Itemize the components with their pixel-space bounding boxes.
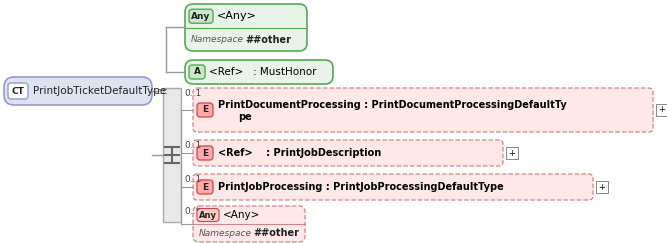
FancyBboxPatch shape xyxy=(197,180,213,194)
Text: ##other: ##other xyxy=(253,228,299,238)
Text: Namespace: Namespace xyxy=(191,35,244,44)
Text: <Any>: <Any> xyxy=(217,11,257,21)
Text: E: E xyxy=(202,148,208,157)
Text: Any: Any xyxy=(191,12,211,21)
FancyBboxPatch shape xyxy=(185,60,333,84)
Text: PrintJobProcessing : PrintJobProcessingDefaultType: PrintJobProcessing : PrintJobProcessingD… xyxy=(218,182,504,192)
Text: PrintDocumentProcessing : PrintDocumentProcessingDefaultTy: PrintDocumentProcessing : PrintDocumentP… xyxy=(218,100,567,110)
FancyBboxPatch shape xyxy=(197,208,219,222)
FancyBboxPatch shape xyxy=(197,103,213,117)
Text: A: A xyxy=(193,68,201,77)
Text: Any: Any xyxy=(199,210,217,219)
Text: <Any>: <Any> xyxy=(223,210,260,220)
FancyBboxPatch shape xyxy=(8,83,28,99)
FancyBboxPatch shape xyxy=(197,146,213,160)
Text: E: E xyxy=(202,105,208,114)
Text: +: + xyxy=(658,105,666,114)
Text: <Ref>    : PrintJobDescription: <Ref> : PrintJobDescription xyxy=(218,148,382,158)
FancyBboxPatch shape xyxy=(189,65,205,79)
FancyBboxPatch shape xyxy=(185,4,307,51)
Text: Namespace: Namespace xyxy=(199,228,252,237)
FancyBboxPatch shape xyxy=(4,77,152,105)
Text: pe: pe xyxy=(238,112,251,122)
FancyBboxPatch shape xyxy=(193,88,653,132)
Text: ##other: ##other xyxy=(245,35,291,45)
FancyBboxPatch shape xyxy=(193,206,305,242)
Text: PrintJobTicketDefaultType: PrintJobTicketDefaultType xyxy=(33,86,166,96)
Text: E: E xyxy=(202,182,208,191)
Text: <Ref>   : MustHonor: <Ref> : MustHonor xyxy=(209,67,317,77)
Text: CT: CT xyxy=(11,87,25,95)
Bar xyxy=(656,104,667,116)
Text: +: + xyxy=(508,148,516,157)
Text: +: + xyxy=(598,182,606,191)
Text: 0..1: 0..1 xyxy=(184,175,201,184)
Bar xyxy=(506,147,518,159)
Bar xyxy=(596,181,608,193)
FancyBboxPatch shape xyxy=(193,140,503,166)
FancyBboxPatch shape xyxy=(193,174,593,200)
Bar xyxy=(163,88,181,222)
FancyBboxPatch shape xyxy=(189,9,213,23)
Text: 0..1: 0..1 xyxy=(184,89,201,98)
Text: 0..1: 0..1 xyxy=(184,141,201,150)
Text: 0..*: 0..* xyxy=(184,207,200,216)
